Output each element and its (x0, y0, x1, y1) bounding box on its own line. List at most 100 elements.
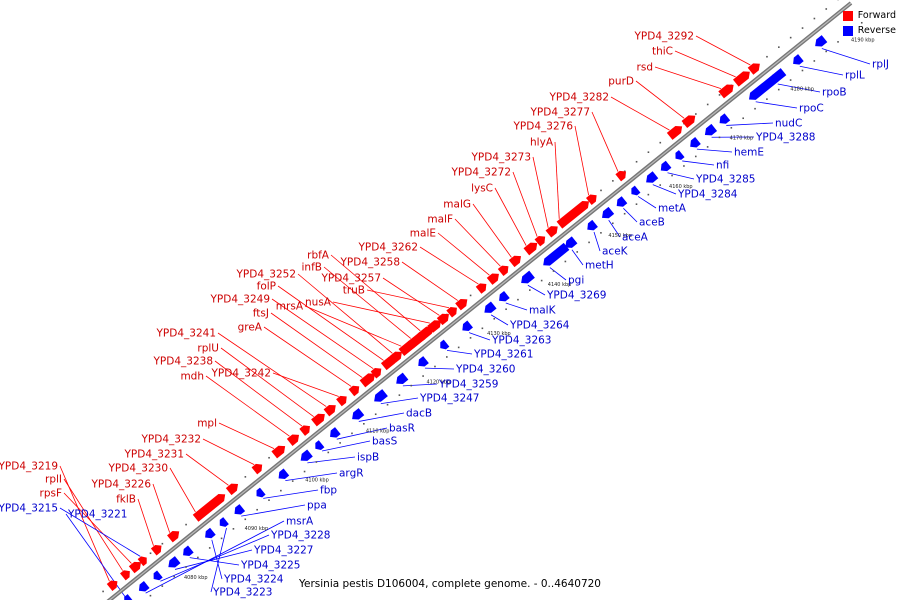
tick-mark (185, 523, 187, 526)
reverse-gene-arrow (168, 556, 181, 568)
tick-mark (623, 170, 626, 173)
reverse-gene-arrow (219, 517, 229, 527)
gene-label: mpl (197, 418, 217, 430)
gene-label: rpoB (822, 87, 847, 99)
forward-gene-arrow (167, 531, 180, 543)
label-leader-line (696, 148, 733, 153)
tick-mark (149, 594, 152, 597)
gene-label: YPD4_3285 (695, 174, 755, 186)
label-leader-line (263, 489, 319, 499)
legend-item-reverse: Reverse (842, 23, 896, 38)
reverse-gene-arrow (602, 206, 615, 219)
forward-gene-arrow (336, 395, 347, 407)
gene-label: YPD4_3230 (108, 463, 168, 475)
legend: Forward Reverse (842, 8, 896, 38)
forward-gene-arrow (380, 356, 397, 371)
tick-mark (446, 356, 448, 358)
tick-mark (268, 456, 270, 459)
forward-gene-arrow (497, 265, 509, 277)
tick-mark (789, 36, 792, 39)
gene-label: hlyA (530, 137, 554, 149)
tick-mark (517, 298, 519, 301)
gene-label: aceA (622, 232, 649, 244)
forward-gene-arrow (455, 298, 468, 311)
forward-gene-arrow (389, 351, 402, 364)
tick-mark (149, 552, 152, 555)
reverse-gene-arrow (440, 339, 450, 350)
label-leader-line (214, 360, 303, 427)
label-leader-line (218, 422, 275, 449)
reverse-gene-arrow (646, 171, 659, 183)
label-leader-line (682, 160, 715, 166)
tick-mark (825, 8, 828, 10)
reverse-gene-arrow (256, 487, 266, 498)
tick-mark (860, 21, 863, 24)
gene-label: YPD4_3221 (67, 509, 127, 521)
gene-label: greA (238, 322, 263, 334)
gene-label: YPD4_3277 (530, 107, 590, 119)
gene-label: YPD4_3247 (419, 393, 479, 405)
gene-label: YPD4_3273 (471, 152, 531, 164)
forward-gene-arrow (417, 326, 433, 341)
gene-label: YPD4_3225 (240, 560, 300, 572)
forward-gene-arrow (534, 235, 546, 247)
label-leader-line (202, 438, 255, 465)
tick-mark (540, 279, 543, 282)
label-leader-line (241, 504, 306, 517)
tick-mark (280, 489, 282, 492)
forward-gene-arrow (681, 115, 696, 129)
label-leader-line (152, 483, 171, 533)
label-leader-line (799, 65, 844, 76)
reverse-gene-arrow (124, 594, 134, 600)
tick-mark (801, 27, 804, 29)
label-leader-line (323, 266, 412, 339)
gene-label: argR (339, 468, 364, 480)
gene-label: YPD4_3272 (451, 167, 511, 179)
tick-mark (469, 294, 472, 297)
scale-label: 4090 kbp (245, 526, 269, 532)
forward-gene-arrow (359, 373, 375, 388)
gene-label: rplU (197, 343, 219, 355)
label-leader-line (468, 332, 491, 341)
tick-mark (244, 518, 247, 521)
forward-gene-arrow (120, 570, 130, 581)
reverse-gene-arrow (521, 270, 535, 284)
label-leader-line (490, 314, 509, 326)
reverse-gene-arrow (396, 372, 409, 384)
label-lines (59, 35, 871, 600)
tick-mark (386, 403, 389, 406)
genome-axis-highlight (108, 2, 852, 600)
label-leader-line (366, 289, 450, 309)
gene-label: rplJ (872, 59, 889, 71)
gene-label: YPD4_3224 (223, 574, 284, 586)
label-leader-line (755, 101, 798, 109)
label-leader-line (505, 302, 528, 311)
gene-label: YPD4_3269 (546, 290, 606, 302)
label-leader-line (695, 35, 751, 66)
gene-label: nfi (716, 160, 729, 172)
label-leader-line (549, 267, 567, 281)
tick-mark (671, 174, 673, 177)
forward-gene-arrow (427, 320, 441, 333)
tick-mark (422, 375, 424, 377)
gene-label: YPD4_3249 (210, 294, 270, 306)
tick-mark (457, 346, 460, 349)
tick-mark (327, 451, 330, 454)
label-leader-line (494, 187, 527, 246)
gene-label: mrsA (276, 301, 304, 313)
scale-label: 4130 kbp (487, 331, 511, 337)
tick-mark (291, 480, 294, 482)
tick-mark (766, 98, 768, 100)
label-leader-line (189, 557, 240, 566)
label-leader-line (446, 349, 473, 355)
label-leader-line (574, 125, 590, 196)
gene-label: rpsF (40, 488, 63, 500)
label-leader-line (635, 80, 685, 119)
forward-gene-arrow (733, 71, 750, 87)
scale-label: 4120 kbp (426, 380, 450, 386)
tick-mark (303, 470, 306, 473)
reverse-gene-arrow (543, 242, 570, 266)
gene-label: YPD4_3232 (141, 434, 201, 446)
gene-label: ppa (307, 500, 327, 512)
reverse-gene-arrow (138, 581, 150, 592)
